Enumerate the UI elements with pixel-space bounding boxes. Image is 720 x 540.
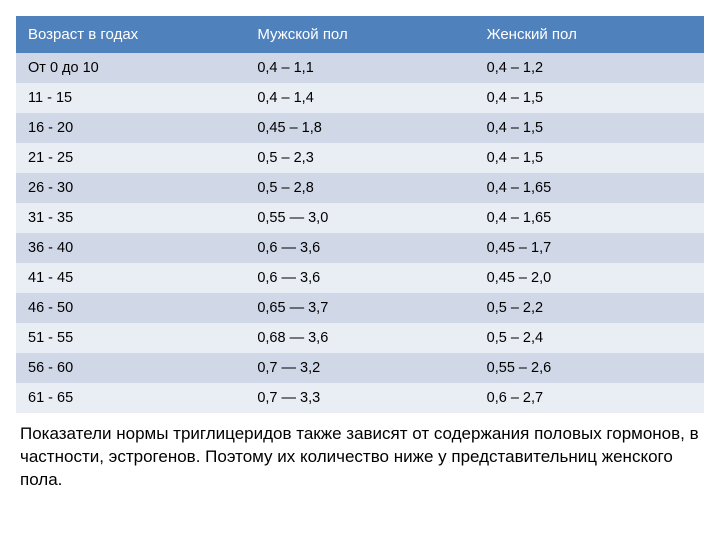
table-cell: 0,68 — 3,6 — [245, 323, 474, 353]
table-cell: 0,6 — 3,6 — [245, 263, 474, 293]
table-row: 51 - 550,68 — 3,60,5 – 2,4 — [16, 323, 704, 353]
table-cell: 0,4 – 1,5 — [475, 83, 704, 113]
table-cell: 26 - 30 — [16, 173, 245, 203]
table-cell: 11 - 15 — [16, 83, 245, 113]
table-cell: 0,45 – 2,0 — [475, 263, 704, 293]
table-row: 41 - 450,6 — 3,60,45 – 2,0 — [16, 263, 704, 293]
table-cell: 0,55 – 2,6 — [475, 353, 704, 383]
table-row: 11 - 150,4 – 1,40,4 – 1,5 — [16, 83, 704, 113]
table-cell: 0,7 — 3,3 — [245, 383, 474, 413]
table-cell: От 0 до 10 — [16, 53, 245, 83]
table-cell: 0,55 — 3,0 — [245, 203, 474, 233]
table-body: От 0 до 100,4 – 1,10,4 – 1,211 - 150,4 –… — [16, 53, 704, 413]
table-cell: 0,5 – 2,4 — [475, 323, 704, 353]
table-cell: 0,5 – 2,2 — [475, 293, 704, 323]
table-row: 46 - 500,65 — 3,70,5 – 2,2 — [16, 293, 704, 323]
column-header-age: Возраст в годах — [16, 16, 245, 53]
table-cell: 61 - 65 — [16, 383, 245, 413]
table-row: 56 - 600,7 — 3,20,55 – 2,6 — [16, 353, 704, 383]
table-cell: 0,65 — 3,7 — [245, 293, 474, 323]
table-cell: 31 - 35 — [16, 203, 245, 233]
caption-text: Показатели нормы триглицеридов также зав… — [16, 423, 704, 492]
table-cell: 21 - 25 — [16, 143, 245, 173]
table-cell: 0,6 – 2,7 — [475, 383, 704, 413]
table-cell: 0,45 – 1,8 — [245, 113, 474, 143]
table-header-row: Возраст в годах Мужской пол Женский пол — [16, 16, 704, 53]
table-row: 36 - 400,6 — 3,60,45 – 1,7 — [16, 233, 704, 263]
table-cell: 16 - 20 — [16, 113, 245, 143]
table-row: 31 - 350,55 — 3,00,4 – 1,65 — [16, 203, 704, 233]
table-cell: 0,4 – 1,65 — [475, 173, 704, 203]
table-cell: 0,4 – 1,4 — [245, 83, 474, 113]
triglyceride-table-container: Возраст в годах Мужской пол Женский пол … — [16, 16, 704, 413]
column-header-female: Женский пол — [475, 16, 704, 53]
table-row: 16 - 200,45 – 1,80,4 – 1,5 — [16, 113, 704, 143]
table-cell: 0,4 – 1,65 — [475, 203, 704, 233]
table-cell: 46 - 50 — [16, 293, 245, 323]
triglyceride-table: Возраст в годах Мужской пол Женский пол … — [16, 16, 704, 413]
table-row: 61 - 650,7 — 3,30,6 – 2,7 — [16, 383, 704, 413]
table-cell: 0,4 – 1,1 — [245, 53, 474, 83]
table-cell: 51 - 55 — [16, 323, 245, 353]
table-row: От 0 до 100,4 – 1,10,4 – 1,2 — [16, 53, 704, 83]
table-cell: 0,6 — 3,6 — [245, 233, 474, 263]
table-cell: 0,7 — 3,2 — [245, 353, 474, 383]
table-cell: 0,4 – 1,5 — [475, 113, 704, 143]
table-cell: 0,5 – 2,3 — [245, 143, 474, 173]
table-cell: 0,4 – 1,2 — [475, 53, 704, 83]
table-cell: 36 - 40 — [16, 233, 245, 263]
table-cell: 56 - 60 — [16, 353, 245, 383]
table-cell: 0,4 – 1,5 — [475, 143, 704, 173]
table-cell: 0,5 – 2,8 — [245, 173, 474, 203]
column-header-male: Мужской пол — [245, 16, 474, 53]
table-cell: 41 - 45 — [16, 263, 245, 293]
table-row: 26 - 300,5 – 2,80,4 – 1,65 — [16, 173, 704, 203]
table-cell: 0,45 – 1,7 — [475, 233, 704, 263]
table-row: 21 - 250,5 – 2,30,4 – 1,5 — [16, 143, 704, 173]
